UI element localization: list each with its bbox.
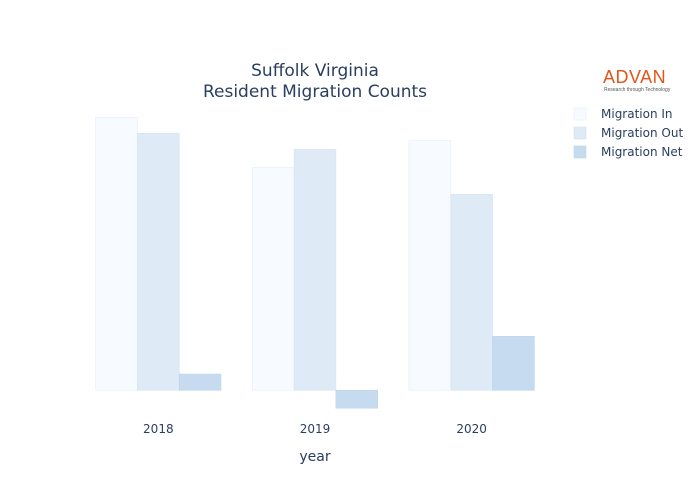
bar-migration-in-2018 xyxy=(95,116,138,391)
bar-migration-out-2020 xyxy=(450,194,493,391)
legend: Migration In Migration Out Migration Net xyxy=(573,107,683,159)
plot-area xyxy=(95,116,535,409)
advan-logo: ADVAN Research through Technology xyxy=(603,67,671,93)
bar-migration-net-2020 xyxy=(492,336,535,391)
x-tick-label-2019: 2019 xyxy=(300,422,331,436)
x-tick-label-2020: 2020 xyxy=(456,422,487,436)
chart-title: Suffolk Virginia Resident Migration Coun… xyxy=(203,61,427,102)
x-axis-title: year xyxy=(299,449,330,465)
legend-swatch xyxy=(573,126,587,140)
legend-item-migration-out[interactable]: Migration Out xyxy=(573,126,683,140)
bar-migration-net-2018 xyxy=(178,373,222,391)
legend-item-migration-net[interactable]: Migration Net xyxy=(573,145,683,159)
legend-label: Migration Out xyxy=(601,126,683,140)
logo-brand-text: ADVAN xyxy=(603,67,666,87)
chart-title-line-2: Resident Migration Counts xyxy=(203,82,427,102)
bar-migration-out-2019 xyxy=(293,149,337,391)
chart-title-line-1: Suffolk Virginia xyxy=(251,61,379,81)
bar-migration-out-2018 xyxy=(137,133,180,391)
legend-label: Migration Net xyxy=(601,145,683,159)
legend-item-migration-in[interactable]: Migration In xyxy=(573,107,673,121)
x-tick-label-2018: 2018 xyxy=(143,422,174,436)
bar-migration-in-2019 xyxy=(252,167,295,391)
legend-label: Migration In xyxy=(601,107,673,121)
legend-swatch xyxy=(573,145,587,159)
logo-tagline: Research through Technology xyxy=(604,87,671,93)
bar-migration-in-2020 xyxy=(408,140,452,391)
bar-migration-net-2019 xyxy=(335,389,378,409)
x-axis-ticks: 2018 2019 2020 xyxy=(143,422,487,436)
legend-swatch xyxy=(573,107,587,121)
